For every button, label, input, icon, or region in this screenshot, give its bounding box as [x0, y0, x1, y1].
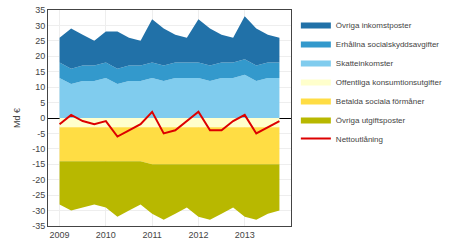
svg-text:-35: -35	[32, 221, 45, 231]
svg-text:-20: -20	[32, 175, 45, 185]
svg-text:Erhållna socialskyddsavgifter: Erhållna socialskyddsavgifter	[336, 40, 439, 49]
svg-text:-30: -30	[32, 206, 45, 216]
svg-text:-15: -15	[32, 159, 45, 169]
svg-text:-10: -10	[32, 144, 45, 154]
svg-text:Nettoutlåning: Nettoutlåning	[336, 135, 383, 144]
svg-text:Övriga utgiftsposter: Övriga utgiftsposter	[336, 116, 406, 125]
svg-text:25: 25	[35, 36, 45, 46]
svg-text:Md €: Md €	[12, 108, 22, 128]
svg-text:Offentliga konsumtionsutgifter: Offentliga konsumtionsutgifter	[336, 78, 442, 87]
svg-text:5: 5	[40, 98, 45, 108]
svg-text:Betalda sociala förmåner: Betalda sociala förmåner	[336, 97, 425, 106]
svg-text:35: 35	[35, 5, 45, 15]
svg-text:2013: 2013	[235, 230, 255, 240]
svg-text:2011: 2011	[142, 230, 161, 240]
svg-text:15: 15	[35, 67, 45, 77]
svg-text:2009: 2009	[50, 230, 70, 240]
svg-text:-5: -5	[37, 129, 45, 139]
svg-text:2010: 2010	[96, 230, 116, 240]
svg-text:20: 20	[35, 51, 45, 61]
svg-text:30: 30	[35, 21, 45, 31]
svg-text:2012: 2012	[188, 230, 208, 240]
svg-text:0: 0	[40, 113, 45, 123]
svg-text:10: 10	[35, 82, 45, 92]
svg-text:-25: -25	[32, 190, 45, 200]
svg-text:Skatteinkomster: Skatteinkomster	[336, 59, 394, 68]
svg-text:Övriga inkomstposter: Övriga inkomstposter	[336, 21, 412, 30]
